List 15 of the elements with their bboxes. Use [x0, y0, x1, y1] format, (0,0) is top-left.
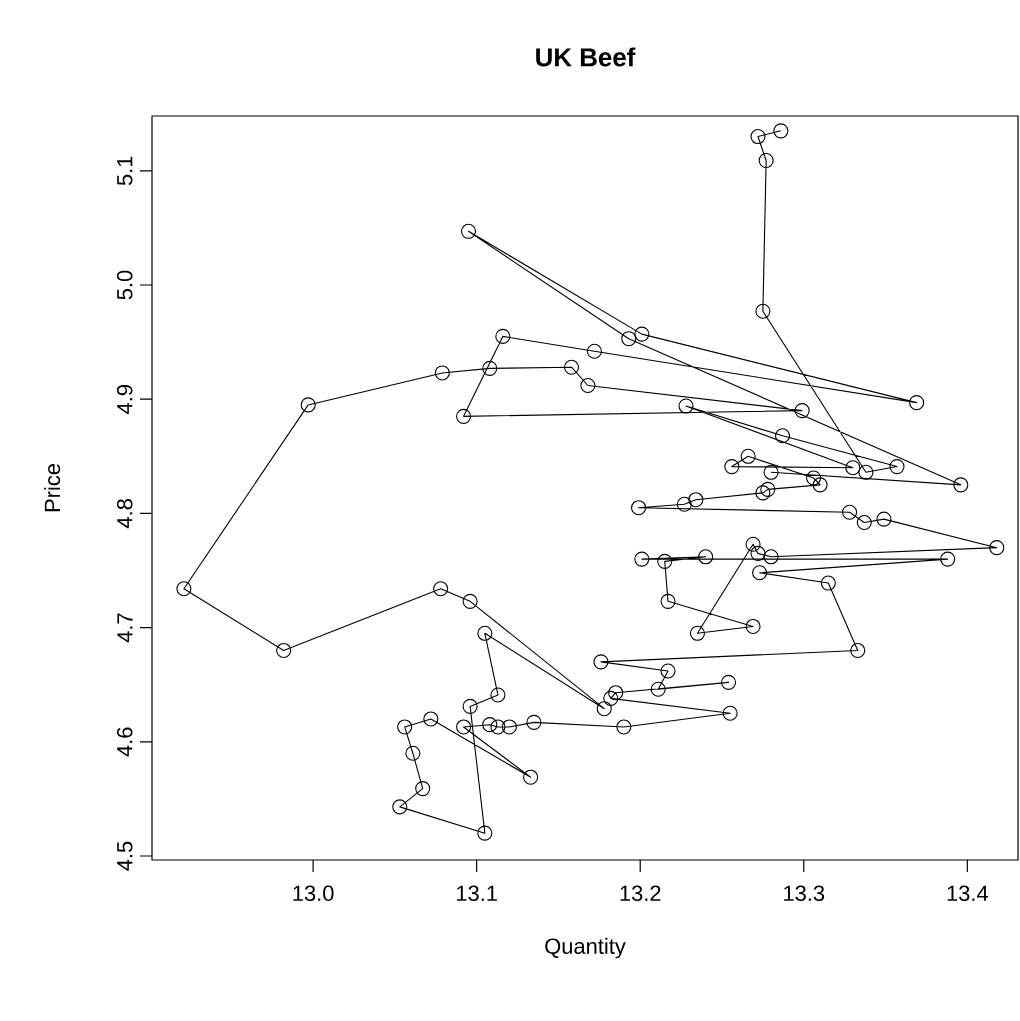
y-tick-label: 4.6: [116, 727, 133, 757]
y-tick-label: 4.8: [116, 499, 133, 529]
y-tick-label: 4.5: [117, 841, 133, 871]
y-tick-label: 5.1: [117, 156, 133, 186]
x-tick-label: 13.1: [457, 885, 497, 902]
y-tick-label: 4.9: [116, 385, 133, 414]
x-tick-label: 13.2: [620, 885, 661, 902]
x-tick-label: 13.3: [784, 885, 825, 902]
y-axis-title: Price: [44, 464, 61, 512]
y-tick-label: 4.7: [117, 613, 133, 643]
x-axis-title: Quantity: [545, 937, 626, 959]
x-tick-label: 13.4: [947, 885, 989, 902]
x-tick-label: 13.0: [293, 885, 334, 902]
chart-title: UK Beef: [536, 47, 636, 67]
y-tick-label: 5.0: [116, 270, 133, 300]
